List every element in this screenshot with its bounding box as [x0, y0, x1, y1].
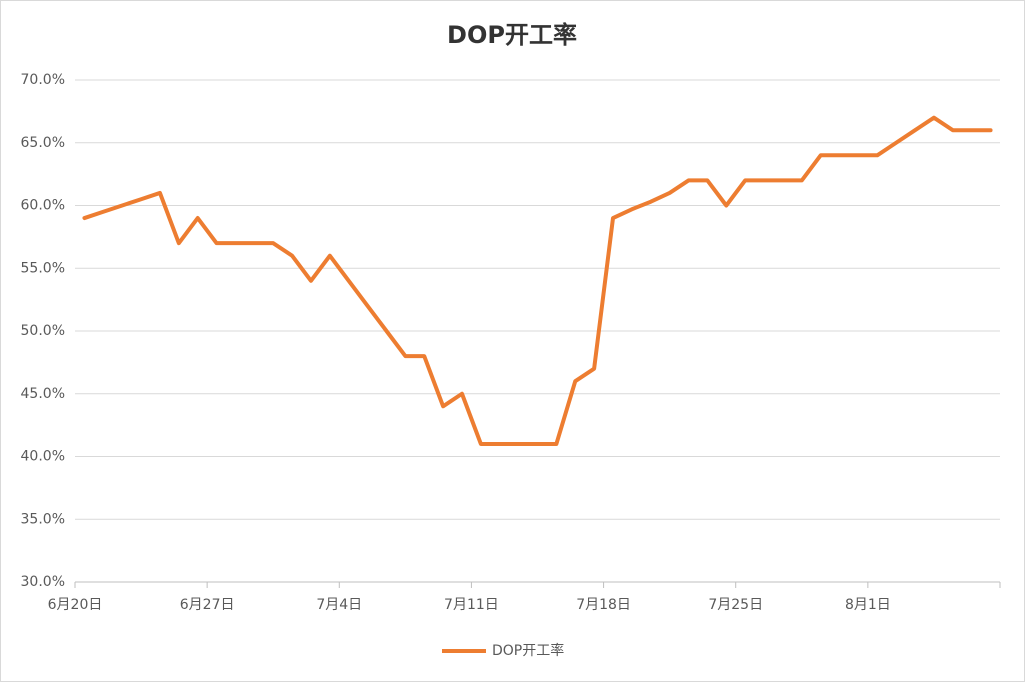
legend-label: DOP开工率 [492, 642, 564, 659]
y-tick-label: 45.0% [21, 386, 65, 402]
y-tick-label: 55.0% [21, 260, 65, 276]
x-tick-label: 8月1日 [845, 597, 891, 613]
x-tick-label: 6月27日 [180, 597, 235, 613]
y-tick-label: 35.0% [21, 511, 65, 527]
y-tick-label: 30.0% [21, 574, 65, 590]
x-tick-label: 6月20日 [48, 597, 103, 613]
y-tick-label: 65.0% [21, 135, 65, 151]
chart-title: DOP开工率 [447, 21, 577, 49]
y-tick-label: 60.0% [21, 198, 65, 214]
x-tick-label: 7月18日 [576, 597, 631, 613]
data-line [82, 115, 993, 446]
x-tick-label: 7月11日 [444, 597, 499, 613]
y-tick-label: 50.0% [21, 323, 65, 339]
x-tick-label: 7月25日 [708, 597, 763, 613]
x-tick-label: 7月4日 [316, 597, 362, 613]
y-tick-label: 40.0% [21, 449, 65, 465]
y-tick-label: 70.0% [21, 72, 65, 88]
